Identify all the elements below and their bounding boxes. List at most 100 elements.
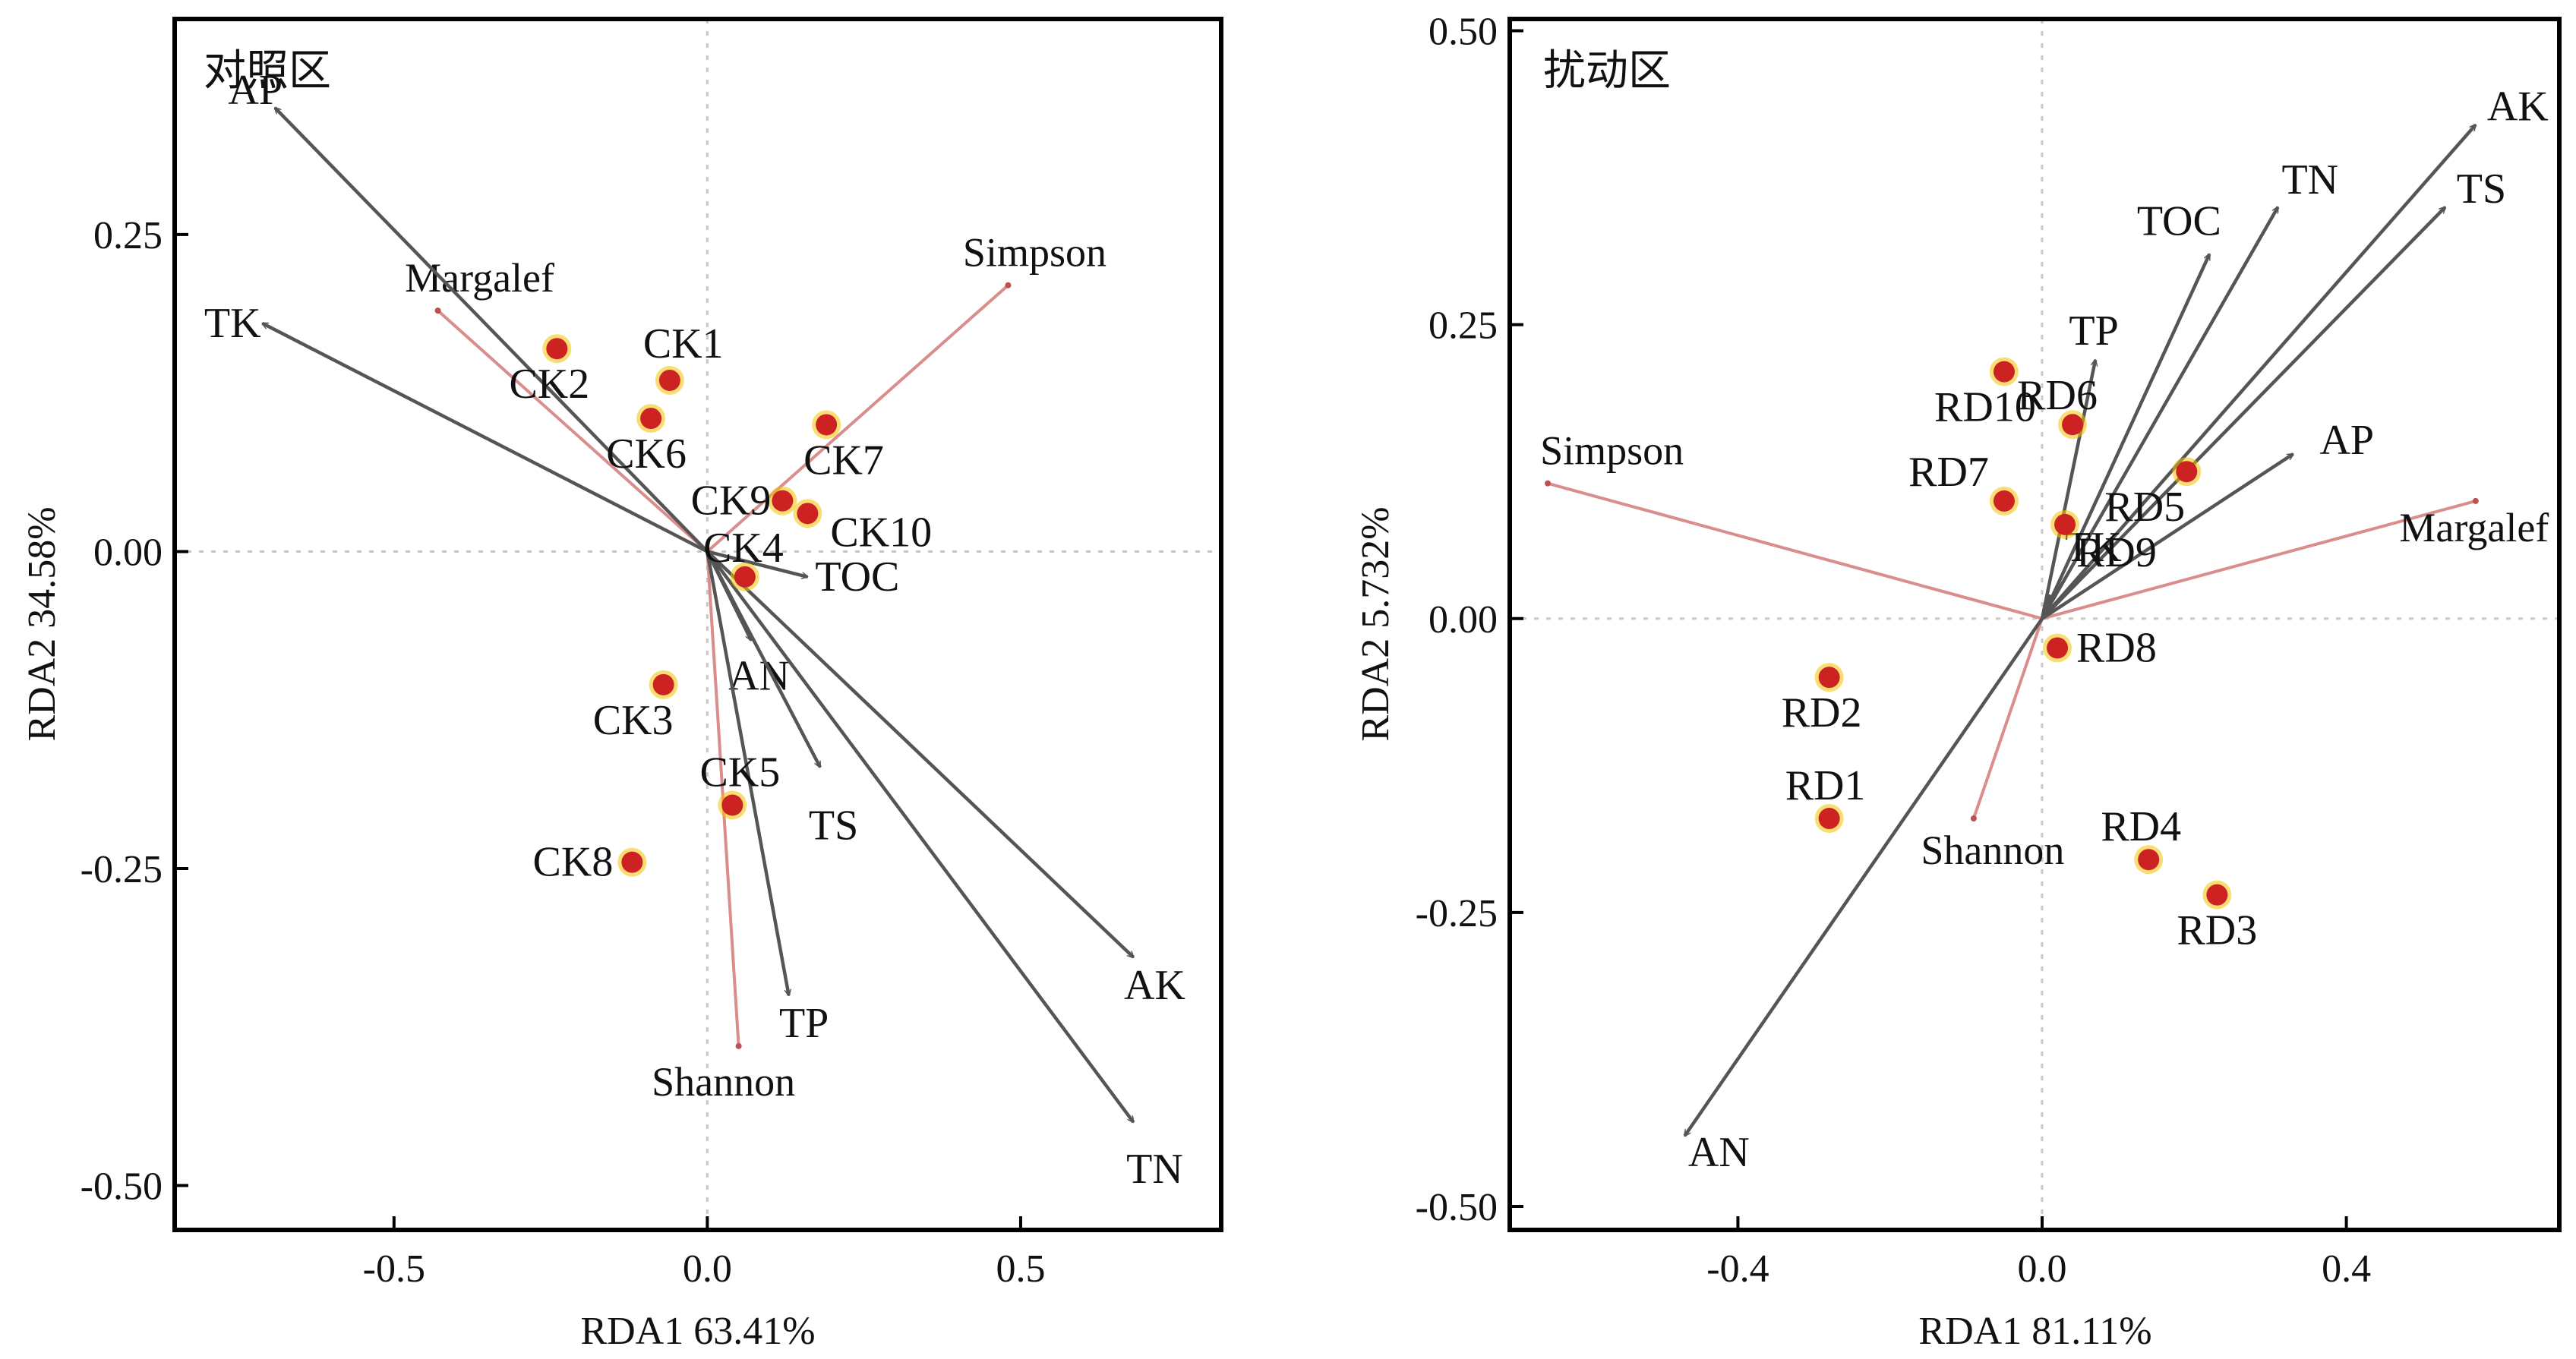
sample-point-ck8 [621,851,643,873]
sample-label-ck3: CK3 [593,697,674,744]
sample-label-ck1: CK1 [643,320,724,367]
y-axis-label: RDA2 34.58% [21,506,64,741]
y-tick-label: -0.50 [80,1165,163,1209]
sample-label-rd1: RD1 [1785,762,1866,809]
diversity-label-simpson: Simpson [1540,428,1684,474]
env-vector-an [1683,617,2044,1136]
env-vector-ak [706,550,1133,957]
sample-point-ck10 [797,503,819,525]
diversity-vector-tip [735,1042,742,1049]
sample-label-ck9: CK9 [691,478,772,525]
sample-point-rd8 [2047,637,2069,659]
x-tick-label: -0.4 [1706,1247,1769,1291]
y-tick-label: -0.50 [1416,1186,1498,1229]
sample-label-rd9: RD9 [2076,529,2157,576]
sample-point-rd2 [1818,667,1840,689]
diversity-vector-simpson [706,284,1009,553]
env-vector-tp [706,551,788,995]
x-tick-label: 0.4 [2322,1247,2371,1291]
sample-label-rd7: RD7 [1908,449,1989,496]
diversity-vector-margalef [2041,499,2477,620]
sample-label-ck8: CK8 [533,839,614,886]
diversity-label-shannon: Shannon [652,1059,795,1105]
env-label-tp: TP [779,1000,829,1047]
y-tick-label: 0.50 [1428,10,1498,53]
diversity-vector-margalef [437,309,709,553]
sample-label-rd10: RD10 [1934,384,2036,431]
env-label-ts: TS [809,802,858,849]
sample-point-rd10 [1993,361,2015,383]
sample-label-rd6: RD6 [2017,372,2098,419]
sample-label-rd8: RD8 [2076,624,2157,671]
x-axis-label: RDA1 81.11% [1918,1310,2151,1353]
env-label-ak: AK [1124,962,1185,1009]
sample-point-rd6 [2062,414,2084,436]
sample-point-ck2 [546,338,568,360]
rda-panel-1: SimpsonMargalefShannonAPTKTOCANTSTPAKTNC… [21,17,1223,1353]
env-label-tn: TN [2281,156,2338,203]
sample-point-ck7 [816,414,838,436]
env-vector-ak [2041,125,2477,620]
env-label-toc: TOC [815,553,899,601]
sample-point-ck1 [658,369,680,391]
env-label-ak: AK [2487,83,2549,130]
x-tick-label: -0.5 [363,1247,425,1291]
env-label-ap: AP [2319,417,2374,464]
x-tick-label: 0.5 [996,1247,1045,1291]
sample-point-rd5 [2176,461,2198,483]
diversity-label-shannon: Shannon [1921,828,2064,873]
diversity-vector-tip [1970,815,1977,822]
x-axis-label: RDA1 63.41% [580,1310,815,1353]
plot-frame [172,17,1223,1232]
y-tick-label: 0.25 [1428,304,1498,348]
diversity-vector-tip [1545,480,1552,487]
plot-frame [1507,17,2562,1232]
env-vector-rd9-tk [2040,595,2050,620]
y-tick-label: 0.00 [93,531,163,574]
diversity-label-margalef: Margalef [2399,505,2549,550]
diversity-vector-tip [434,307,441,314]
env-vector-tk [263,321,709,553]
diversity-vector-tip [1005,282,1012,289]
sample-label-ck7: CK7 [803,437,884,484]
sample-label-rd5: RD5 [2104,484,2185,531]
x-tick-label: 0.0 [2018,1247,2067,1291]
diversity-label-margalef: Margalef [405,255,554,301]
diversity-vector-shannon [1971,618,2044,819]
env-vector-tn [2041,207,2280,620]
env-label-tk: TK [204,300,261,347]
sample-point-rd7 [1993,490,2015,512]
y-axis-label: RDA2 5.732% [1354,506,1397,741]
panel-label: 对照区 [204,48,331,95]
env-label-tp: TP [2069,307,2118,355]
y-tick-label: 0.25 [93,214,163,257]
env-label-ap: AP [228,67,283,114]
env-vector-toc [706,550,807,576]
sample-point-rd3 [2206,884,2228,906]
sample-label-ck6: CK6 [606,430,687,478]
env-vector-tp [2040,360,2095,620]
diversity-vector-tip [2472,497,2479,504]
diversity-label-simpson: Simpson [963,230,1106,276]
env-vector-ap [2041,452,2293,620]
sample-label-ck2: CK2 [509,361,589,408]
sample-point-ck9 [772,490,794,512]
sample-point-rd9 [2054,513,2076,535]
env-label-an: AN [1688,1129,1750,1176]
rda-panel-2: SimpsonMargalefShannonAKTSTNTOCTPAPTKANR… [1354,10,2562,1353]
env-vector-ts [706,550,822,767]
x-tick-label: 0.0 [683,1247,732,1291]
sample-label-ck10: CK10 [830,509,932,556]
sample-label-rd3: RD3 [2177,907,2257,954]
env-vector-toc [2040,254,2211,620]
sample-point-ck6 [640,408,662,430]
sample-point-ck4 [734,566,756,588]
diversity-vector-simpson [1547,481,2043,620]
sample-point-ck5 [721,794,743,816]
env-label-toc: TOC [2137,198,2221,245]
sample-point-rd4 [2138,849,2160,871]
sample-label-ck5: CK5 [699,749,780,796]
y-tick-label: 0.00 [1428,598,1498,642]
env-vector-ts [2041,207,2445,620]
